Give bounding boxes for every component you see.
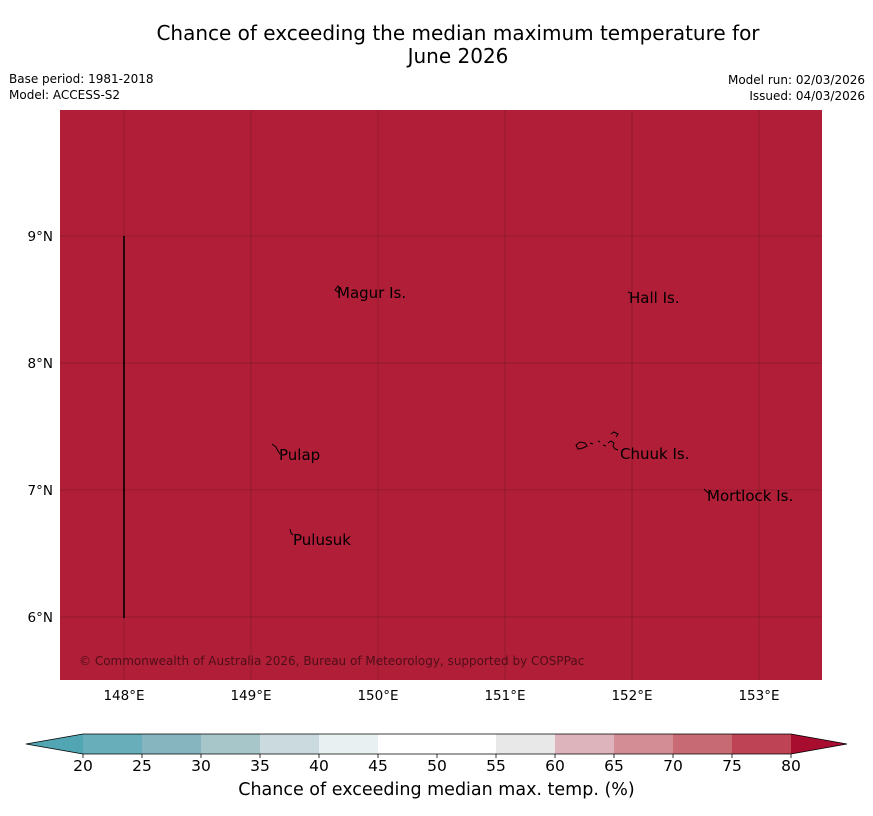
island-magur: [334, 285, 341, 293]
island-pulap: [271, 443, 281, 455]
model-run-text: Model run: 02/03/2026: [727, 73, 865, 87]
colorbar-tick-label: 55: [486, 757, 506, 775]
colorbar-segment: [201, 734, 260, 754]
colorbar-segment: [319, 734, 378, 754]
colorbar-tick-label: 40: [309, 757, 329, 775]
colorbar-segment: [555, 734, 614, 754]
lat-label: 6°N: [28, 610, 53, 626]
colorbar-tick-label: 35: [250, 757, 270, 775]
colorbar-segment: [83, 734, 142, 754]
island-outlines: [271, 285, 711, 536]
place-label: Hall Is.: [629, 289, 680, 307]
colorbar-segment: [732, 734, 791, 754]
colorbar-under-arrow: [26, 734, 83, 754]
colorbar-tick-label: 30: [191, 757, 211, 775]
island-pulusuk: [289, 528, 294, 536]
colorbar-tick-label: 25: [132, 757, 152, 775]
colorbar-tick-label: 80: [781, 757, 801, 775]
lon-label: 151°E: [484, 688, 525, 704]
lon-label: 148°E: [103, 688, 144, 704]
map-area[interactable]: [60, 110, 822, 680]
colorbar-tick-label: 45: [368, 757, 388, 775]
colorbar-tick-label: 75: [722, 757, 742, 775]
colorbar-tick-label: 60: [545, 757, 565, 775]
colorbar-segment: [496, 734, 555, 754]
meta-left: Base period: 1981-2018 Model: ACCESS-S2: [9, 71, 154, 103]
colorbar-segment: [260, 734, 319, 754]
lat-label: 9°N: [28, 229, 53, 245]
lat-label: 7°N: [28, 483, 53, 499]
colorbar-tick-label: 65: [604, 757, 624, 775]
place-label: Pulap: [279, 446, 320, 464]
colorbar-segment: [614, 734, 673, 754]
place-label: Magur Is.: [337, 284, 406, 302]
place-label: Pulusuk: [293, 531, 351, 549]
title-line-1: Chance of exceeding the median maximum t…: [156, 21, 760, 45]
colorbar: 20 25 30 35 40 45 50 55 60 65 70 75 80: [25, 733, 848, 775]
place-label: Chuuk Is.: [620, 445, 689, 463]
island-hall: [627, 291, 631, 294]
lon-label: 152°E: [611, 688, 652, 704]
title-line-2: June 2026: [407, 44, 509, 68]
colorbar-segment: [142, 734, 201, 754]
island-chuuk: [575, 431, 619, 451]
gridlines: [60, 110, 822, 680]
copyright-text: © Commonwealth of Australia 2026, Bureau…: [79, 654, 584, 668]
colorbar-segment: [378, 734, 437, 754]
colorbar-tick-label: 50: [427, 757, 447, 775]
base-period-text: Base period: 1981-2018: [9, 72, 154, 86]
place-label: Mortlock Is.: [707, 487, 793, 505]
lon-label: 149°E: [230, 688, 271, 704]
colorbar-label: Chance of exceeding median max. temp. (%…: [238, 780, 635, 800]
colorbar-tick-label: 20: [73, 757, 93, 775]
colorbar-segment: [437, 734, 496, 754]
lat-label: 8°N: [28, 356, 53, 372]
colorbar-over-arrow: [791, 734, 847, 754]
chart-title: Chance of exceeding the median maximum t…: [0, 22, 873, 68]
lon-label: 150°E: [357, 688, 398, 704]
meta-right: Model run: 02/03/2026 Issued: 04/03/2026: [728, 72, 865, 104]
colorbar-segment: [673, 734, 732, 754]
model-text: Model: ACCESS-S2: [9, 88, 121, 102]
lon-label: 153°E: [738, 688, 779, 704]
issued-text: Issued: 04/03/2026: [749, 89, 865, 103]
island-mortlock: [703, 488, 711, 495]
colorbar-tick-label: 70: [663, 757, 683, 775]
